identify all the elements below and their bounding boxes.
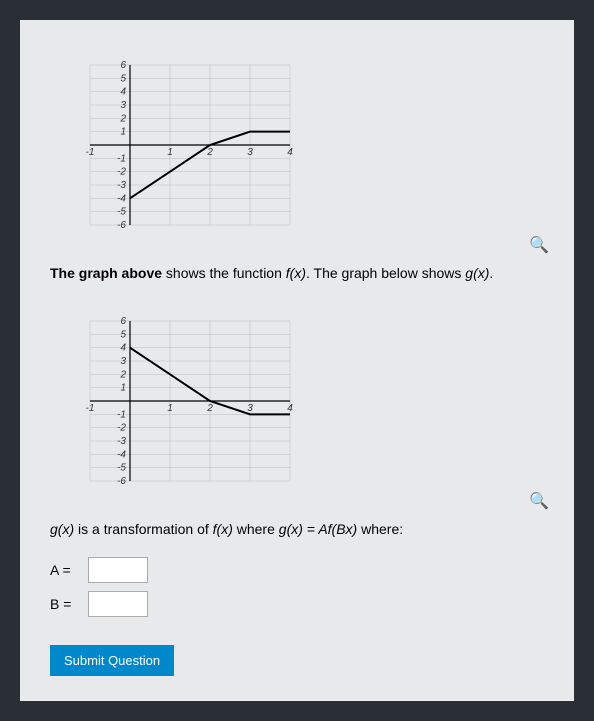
svg-text:1: 1: [120, 383, 126, 394]
svg-text:-1: -1: [86, 147, 95, 158]
svg-text:3: 3: [120, 356, 126, 367]
svg-text:6: 6: [120, 60, 126, 71]
description-2: g(x) is a transformation of f(x) where g…: [50, 521, 544, 537]
svg-text:1: 1: [167, 147, 173, 158]
label-a: A =: [50, 562, 80, 578]
svg-text:-1: -1: [86, 403, 95, 414]
svg-text:4: 4: [287, 403, 293, 414]
zoom-icon[interactable]: 🔍: [529, 235, 549, 255]
graph-g: -11234-6-5-4-3-2-1123456 🔍: [70, 301, 544, 506]
svg-text:4: 4: [287, 147, 293, 158]
svg-text:-3: -3: [117, 180, 126, 191]
graph-g-svg: -1 1 2 3 4 -6 -5 -4 -3 -2 -1 1 2 3 4 5 6: [70, 301, 310, 501]
svg-text:5: 5: [120, 73, 126, 84]
svg-text:-5: -5: [117, 463, 126, 474]
svg-text:-6: -6: [117, 220, 126, 231]
svg-text:1: 1: [167, 403, 173, 414]
worksheet-paper: -1 1 2 3 4 -6 -5 -4 -3 -2 -1 1 2 3 4 5 6 🔍 The graph abo…: [20, 20, 574, 701]
description-1: The graph above shows the function f(x).…: [50, 265, 544, 281]
submit-button[interactable]: Submit Question: [50, 645, 174, 676]
svg-text:4: 4: [120, 87, 126, 98]
input-b[interactable]: [88, 591, 148, 617]
row-b: B =: [50, 591, 544, 617]
svg-text:3: 3: [120, 100, 126, 111]
svg-text:-2: -2: [117, 167, 126, 178]
row-a: A =: [50, 557, 544, 583]
svg-text:3: 3: [247, 403, 253, 414]
svg-text:4: 4: [120, 343, 126, 354]
svg-text:2: 2: [119, 369, 126, 380]
label-b: B =: [50, 596, 80, 612]
svg-text:-6: -6: [117, 476, 126, 487]
svg-text:5: 5: [120, 329, 126, 340]
svg-text:2: 2: [206, 147, 213, 158]
svg-text:-5: -5: [117, 207, 126, 218]
svg-text:-4: -4: [117, 449, 126, 460]
svg-text:-2: -2: [117, 423, 126, 434]
input-a[interactable]: [88, 557, 148, 583]
svg-text:6: 6: [120, 316, 126, 327]
text-graph-above: The graph above: [50, 265, 162, 281]
graph-f-svg: -1 1 2 3 4 -6 -5 -4 -3 -2 -1 1 2 3 4 5 6: [70, 45, 310, 245]
svg-text:2: 2: [206, 403, 213, 414]
svg-text:-1: -1: [117, 153, 126, 164]
svg-text:-4: -4: [117, 193, 126, 204]
graph-f: -11234-6-5-4-3-2-1123456 🔍: [70, 45, 544, 250]
svg-text:1: 1: [120, 127, 126, 138]
svg-text:3: 3: [247, 147, 253, 158]
svg-text:2: 2: [119, 113, 126, 124]
zoom-icon[interactable]: 🔍: [529, 491, 549, 511]
svg-text:-3: -3: [117, 436, 126, 447]
svg-text:-1: -1: [117, 409, 126, 420]
